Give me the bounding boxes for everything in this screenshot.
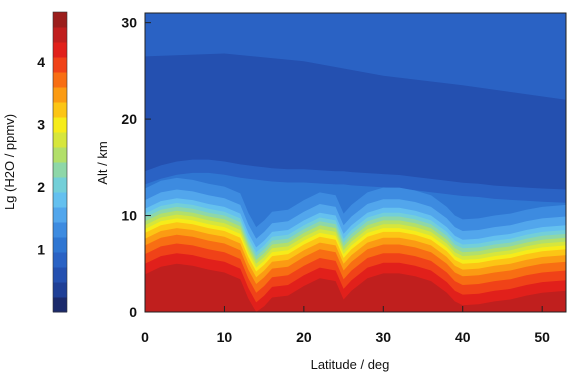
contour-band [145,263,566,312]
colorbar-tick-label: 4 [37,54,45,70]
x-tick-label: 50 [534,329,550,345]
colorbar-tick-label: 3 [37,117,45,133]
y-tick-label: 10 [121,208,137,224]
colorbar-frame [52,11,68,313]
x-tick-label: 30 [376,329,392,345]
colorbar-segment [53,222,67,238]
colorbar-segment [53,177,67,193]
colorbar-segment [53,42,67,58]
x-tick-label: 20 [296,329,312,345]
colorbar-segment [53,132,67,148]
colorbar-segment [53,237,67,253]
colorbar-segment [53,252,67,268]
plot-area [145,13,566,312]
axes: 0 10 20 30 40 50 0 10 20 30 [121,12,567,345]
colorbar-segment [53,87,67,103]
contour-band-upper [145,13,566,100]
colorbar-segment [53,102,67,118]
colorbar-segment [53,27,67,43]
y-tick-label: 30 [121,15,137,31]
colorbar-segment [53,147,67,163]
colorbar-segment [53,282,67,298]
colorbar-segment [53,72,67,88]
colorbar-segment [53,192,67,208]
colorbar-tick-label: 1 [37,242,45,258]
colorbar-segment [53,267,67,283]
colorbar: 1 2 3 4 [37,11,68,313]
y-tick-label: 0 [129,304,137,320]
colorbar-segment [53,207,67,223]
colorbar-tick-label: 2 [37,179,45,195]
x-tick-label: 40 [455,329,471,345]
colorbar-segment [53,162,67,178]
contour-band [145,253,566,312]
colorbar-segment [53,12,67,28]
colorbar-segment [53,57,67,73]
plot-frame [144,12,567,313]
colorbar-segment [53,297,67,313]
x-axis-title: Latitude / deg [311,357,390,372]
x-tick-label: 0 [141,329,149,345]
x-tick-label: 10 [217,329,233,345]
colorbar-segment [53,117,67,133]
y-tick-label: 20 [121,111,137,127]
y-axis-title: Alt / km [95,141,110,184]
colorbar-title: Lg (H2O / ppmv) [2,114,17,210]
